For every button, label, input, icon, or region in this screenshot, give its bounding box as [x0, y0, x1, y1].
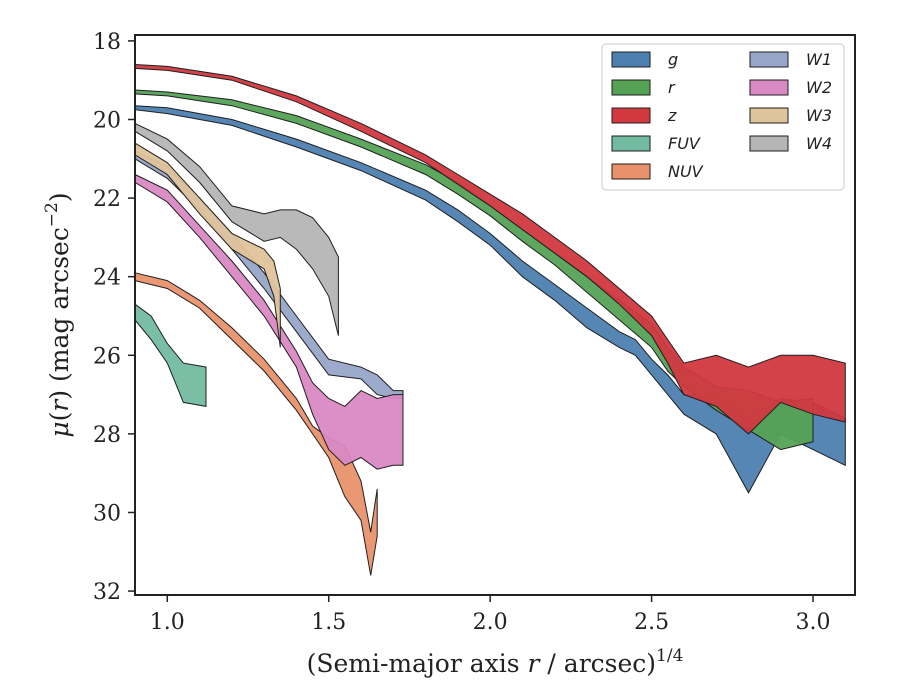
y-tick-label: 22	[93, 187, 121, 212]
legend-label-fuv: FUV	[668, 134, 701, 153]
y-tick-label: 24	[93, 266, 121, 291]
legend-label-nuv: NUV	[668, 162, 704, 181]
series-band-g	[134, 105, 846, 494]
series-band-z	[134, 63, 846, 435]
x-tick-label: 2.5	[634, 610, 669, 635]
legend: grz FUV NUV W1 W2 W3 W4	[601, 43, 845, 191]
legend-swatch-w1	[749, 51, 789, 68]
y-tick-label: 20	[93, 108, 121, 133]
legend-label-g: g	[668, 50, 678, 69]
y-tick-label: 18	[93, 30, 121, 55]
x-axis: 1.0 1.5 2.0 2.5 3.0	[150, 595, 831, 635]
y-axis: 18 20 22 24 26 28 30 32	[93, 30, 135, 605]
legend-label-w2: W2	[806, 78, 832, 97]
x-tick-label: 1.5	[311, 610, 346, 635]
legend-swatch-w3	[749, 107, 789, 124]
x-tick-label: 1.0	[150, 610, 185, 635]
legend-label-w3: W3	[806, 106, 832, 125]
y-tick-label: 30	[93, 501, 121, 526]
plot-frame	[134, 34, 856, 596]
series-band-fuv	[134, 303, 207, 407]
y-axis-label: μ(r) (mag arcsec−2)	[42, 192, 74, 437]
x-tick-label: 2.0	[473, 610, 508, 635]
y-tick-label: 32	[93, 580, 121, 605]
x-tick-label: 3.0	[796, 610, 831, 635]
series-band-w4	[134, 122, 339, 336]
y-tick-label: 28	[93, 423, 121, 448]
legend-swatch-w2	[749, 79, 789, 96]
series-band-nuv	[134, 272, 378, 576]
series-band-w2	[134, 173, 404, 470]
legend-label-z: z	[667, 106, 677, 125]
legend-label-w4: W4	[806, 134, 832, 153]
x-axis-label: (Semi-major axis r / arcsec)1/4	[307, 646, 684, 678]
legend-swatch-r	[611, 79, 651, 96]
legend-swatch-z	[611, 107, 651, 124]
legend-swatch-w4	[749, 135, 789, 152]
legend-swatch-fuv	[611, 135, 651, 152]
legend-label-w1: W1	[806, 50, 832, 69]
legend-label-r: r	[668, 78, 676, 97]
legend-swatch-g	[611, 51, 651, 68]
series-band-w3	[134, 142, 281, 348]
y-tick-label: 26	[93, 344, 121, 369]
legend-swatch-nuv	[611, 163, 651, 180]
plot-area	[134, 63, 846, 576]
